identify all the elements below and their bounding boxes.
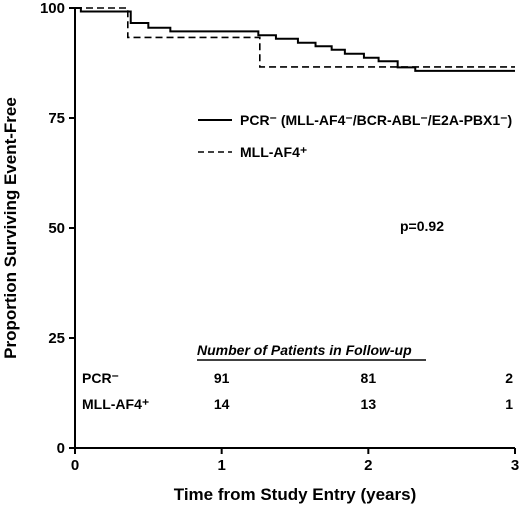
follow-up-count: 2 — [505, 370, 513, 386]
x-tick-label: 0 — [71, 457, 79, 474]
x-axis-title: Time from Study Entry (years) — [174, 485, 416, 504]
follow-up-count: 91 — [214, 370, 230, 386]
follow-up-table: Number of Patients in Follow-up PCR⁻ MLL… — [82, 342, 513, 412]
y-tick-label: 50 — [48, 220, 65, 237]
follow-up-table-values: 91 81 2 14 13 1 — [214, 370, 513, 412]
axis-ticks: 0 25 50 75 100 0 1 2 3 — [40, 0, 519, 474]
follow-up-count: 1 — [505, 396, 513, 412]
y-axis-title: Proportion Surviving Event-Free — [1, 97, 20, 359]
follow-up-table-title: Number of Patients in Follow-up — [197, 342, 412, 358]
follow-up-count: 13 — [361, 396, 377, 412]
y-tick-label: 100 — [40, 0, 65, 17]
p-value-annotation: p=0.92 — [400, 218, 444, 234]
follow-up-count: 81 — [361, 370, 377, 386]
x-tick-label: 1 — [217, 457, 225, 474]
x-tick-label: 3 — [511, 457, 519, 474]
follow-up-row-label-mll-af4-positive: MLL-AF4⁺ — [82, 396, 149, 412]
legend-label-mll-af4-positive: MLL-AF4⁺ — [240, 144, 307, 160]
mll-af4-positive-curve — [75, 7, 515, 68]
y-tick-label: 25 — [48, 330, 65, 347]
legend: PCR⁻ (MLL-AF4⁻/BCR-ABL⁻/E2A-PBX1⁻) MLL-A… — [198, 112, 512, 160]
pcr-negative-curve — [75, 7, 515, 72]
survival-curves — [75, 7, 515, 72]
legend-label-pcr-negative: PCR⁻ (MLL-AF4⁻/BCR-ABL⁻/E2A-PBX1⁻) — [240, 112, 512, 128]
follow-up-row-label-pcr-negative: PCR⁻ — [82, 370, 119, 386]
x-tick-label: 2 — [364, 457, 372, 474]
y-tick-label: 0 — [57, 440, 65, 457]
follow-up-count: 14 — [214, 396, 230, 412]
y-tick-label: 75 — [48, 110, 65, 127]
